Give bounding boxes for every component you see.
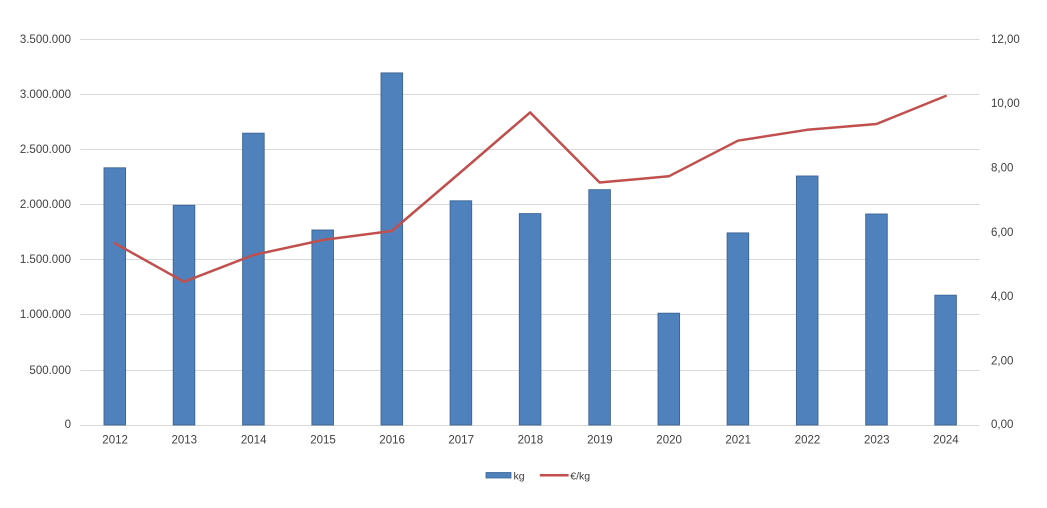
svg-text:2012: 2012 — [102, 435, 128, 447]
svg-text:2.000.000: 2.000.000 — [20, 199, 71, 211]
svg-text:2017: 2017 — [448, 435, 474, 447]
svg-text:2016: 2016 — [379, 435, 405, 447]
svg-text:3.500.000: 3.500.000 — [20, 34, 71, 46]
svg-text:2018: 2018 — [518, 435, 544, 447]
svg-text:2021: 2021 — [725, 435, 751, 447]
svg-text:2015: 2015 — [310, 435, 336, 447]
svg-text:500.000: 500.000 — [29, 365, 71, 377]
svg-text:4,00: 4,00 — [991, 291, 1013, 303]
svg-text:€/kg: €/kg — [570, 471, 590, 483]
svg-text:8,00: 8,00 — [991, 163, 1013, 175]
svg-text:1.000.000: 1.000.000 — [20, 309, 71, 321]
svg-text:2022: 2022 — [795, 435, 821, 447]
svg-text:2014: 2014 — [241, 435, 267, 447]
svg-text:3.000.000: 3.000.000 — [20, 89, 71, 101]
svg-text:2.500.000: 2.500.000 — [20, 144, 71, 156]
svg-text:2019: 2019 — [587, 435, 613, 447]
svg-text:2024: 2024 — [933, 435, 959, 447]
svg-text:2013: 2013 — [172, 435, 198, 447]
svg-text:1.500.000: 1.500.000 — [20, 254, 71, 266]
svg-text:0: 0 — [65, 419, 71, 431]
svg-text:6,00: 6,00 — [991, 227, 1013, 239]
svg-text:kg: kg — [514, 471, 525, 483]
svg-text:2,00: 2,00 — [991, 356, 1013, 368]
svg-text:12,00: 12,00 — [991, 34, 1020, 46]
svg-text:0,00: 0,00 — [991, 419, 1013, 431]
svg-text:10,00: 10,00 — [991, 98, 1020, 110]
svg-text:2020: 2020 — [656, 435, 682, 447]
svg-text:2023: 2023 — [864, 435, 890, 447]
